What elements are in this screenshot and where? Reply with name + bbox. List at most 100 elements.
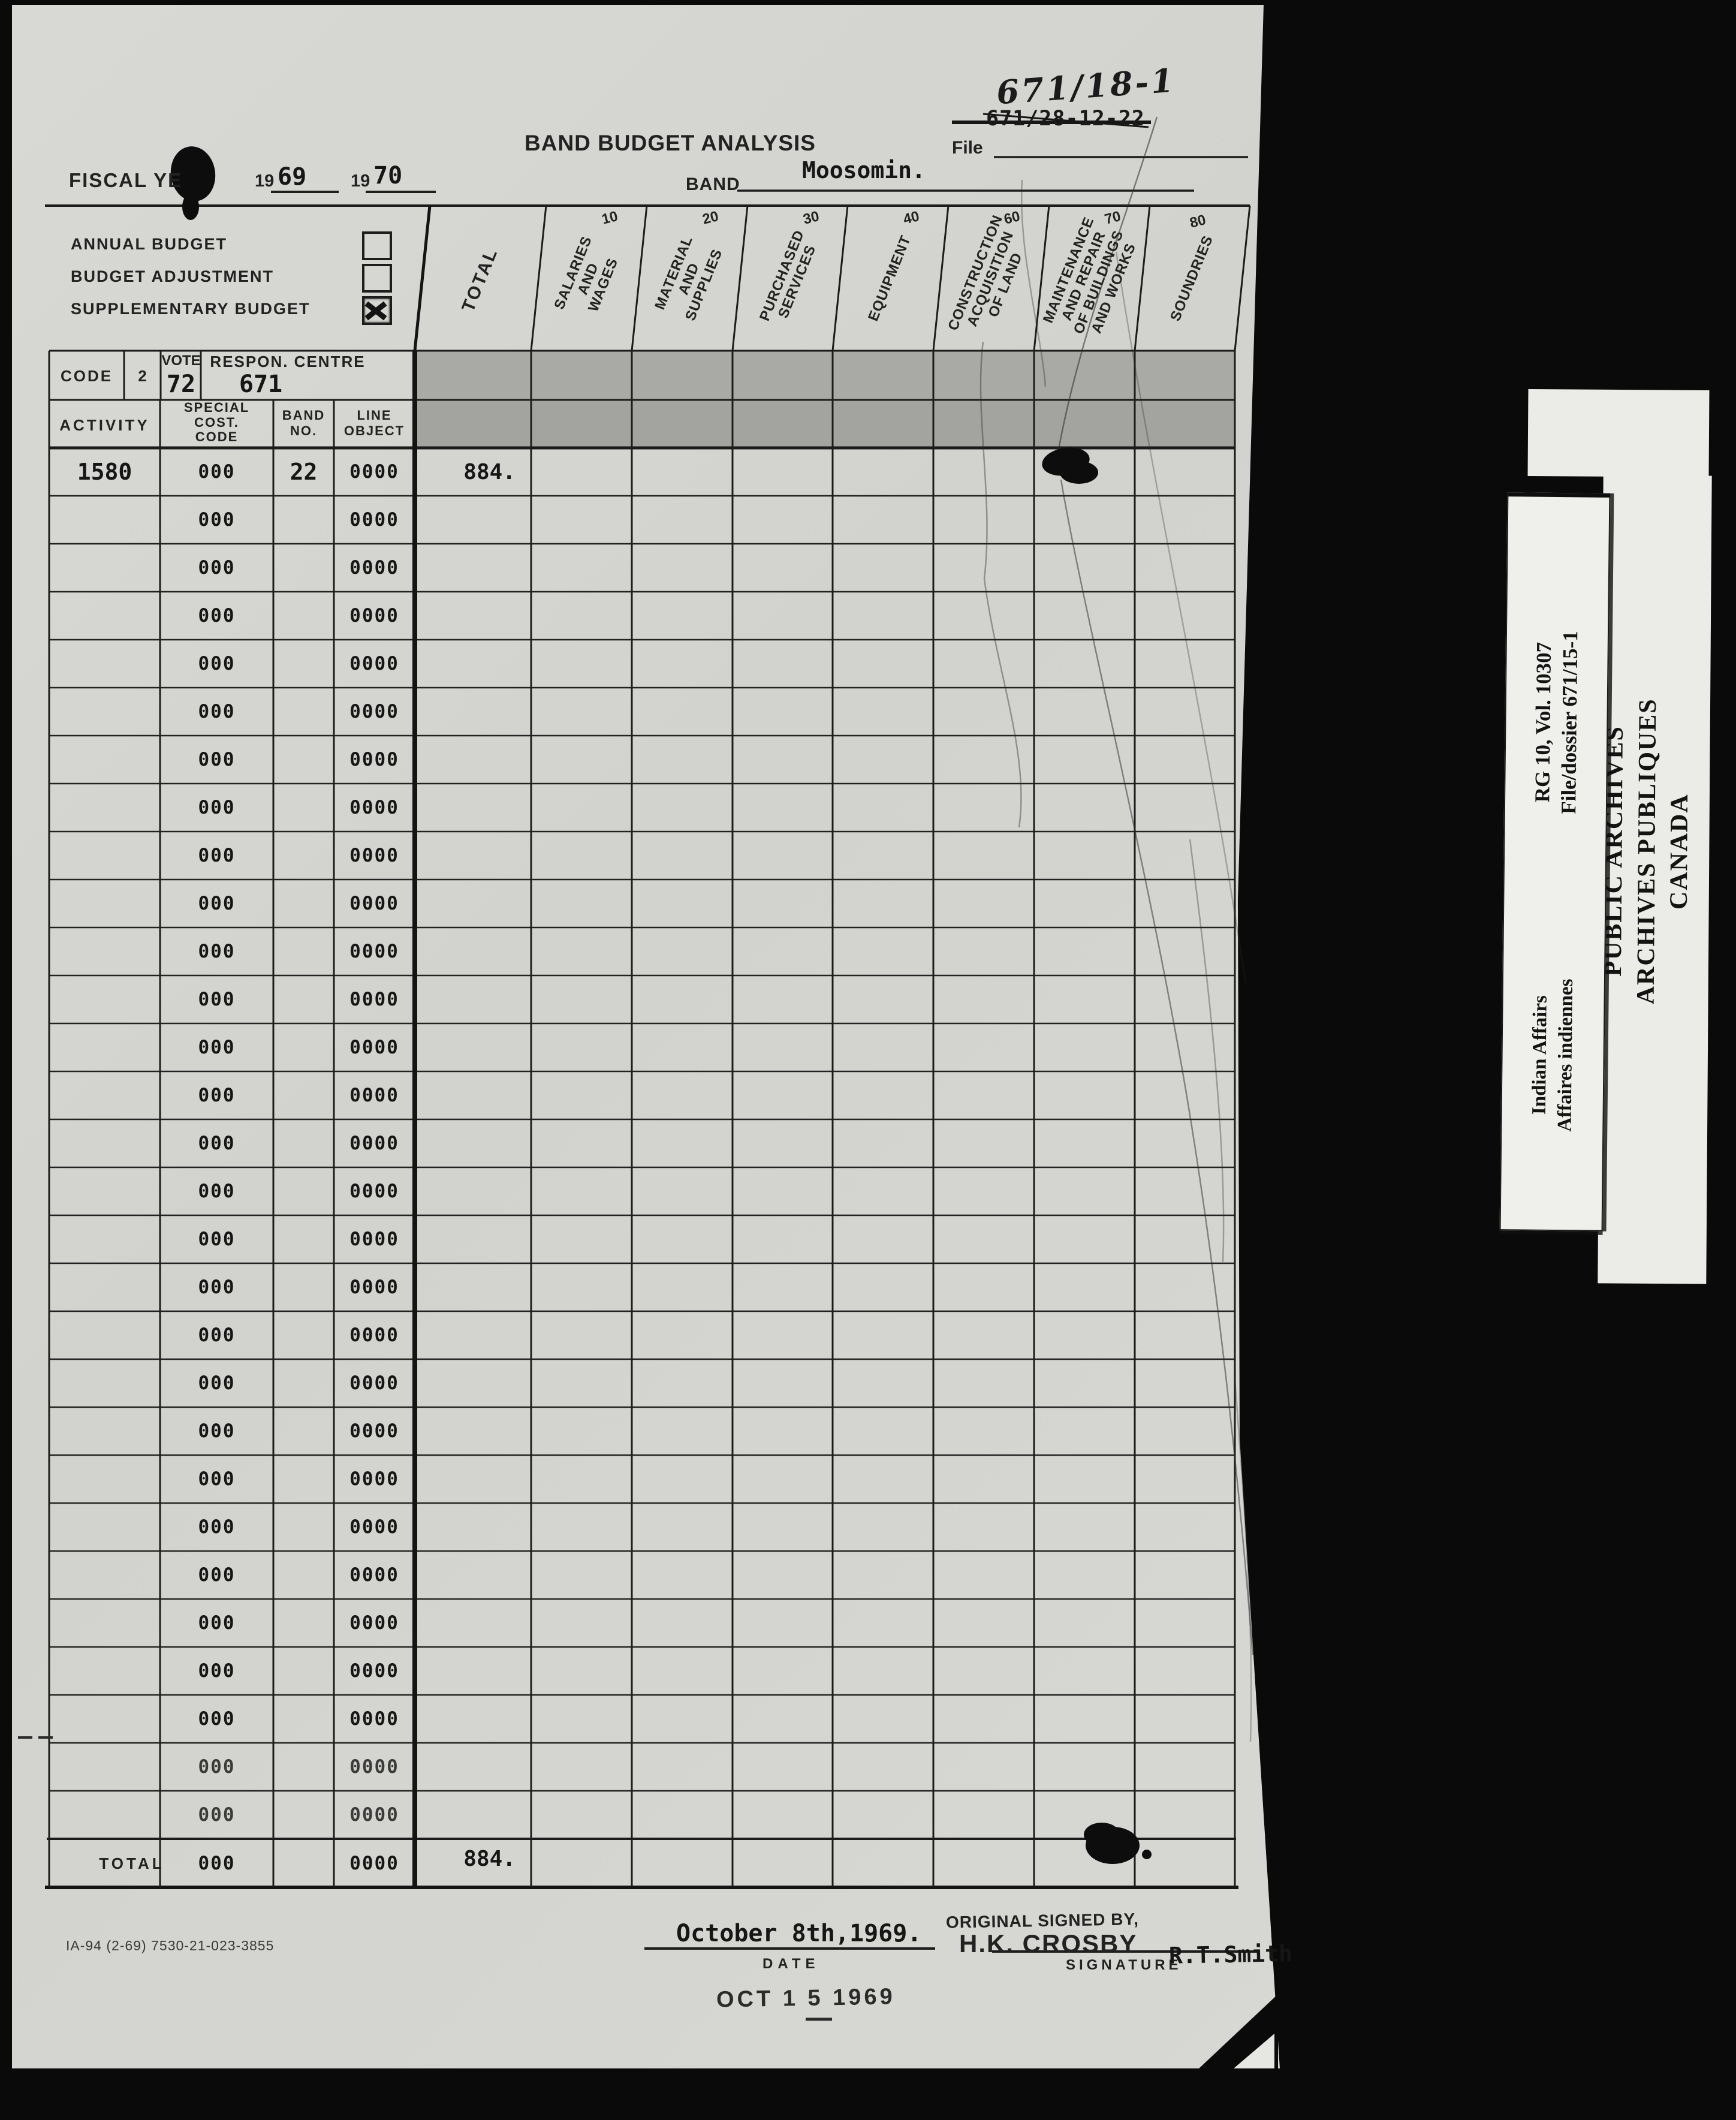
form-number: IA-94 (2-69) 7530-21-023-3855 (66, 1938, 275, 1953)
table-cell-line: 0000 (349, 1133, 399, 1154)
table-cell-special: 000 (198, 941, 236, 962)
table-cell-line: 0000 (349, 1085, 399, 1106)
table-cell-line: 0000 (349, 1324, 399, 1346)
file-number-crossed-out: 671/28-12-22 (986, 107, 1145, 131)
checkbox-label-annual: ANNUAL BUDGET (71, 235, 227, 253)
archive-department-lines: Indian Affairs Affaires indiennes (1528, 978, 1577, 1132)
table-cell-line: 0000 (349, 941, 399, 962)
band-no-header: BAND NO. (282, 408, 326, 439)
table-cell-special: 000 (198, 1708, 236, 1730)
table-cell-total: 884. (463, 459, 516, 484)
vote-label: VOTE (161, 353, 201, 369)
table-cell-special: 000 (198, 653, 236, 674)
table-cell-line: 0000 (349, 1372, 399, 1394)
table-cell-special: 000 (198, 797, 236, 818)
table-cell-line: 0000 (349, 1037, 399, 1058)
supplementary-budget-checkbox[interactable] (362, 296, 392, 325)
table-cell-line: 0000 (349, 989, 399, 1010)
table-cell-special: 000 (198, 989, 236, 1010)
table-cell-special: 000 (198, 461, 236, 483)
table-cell-line: 0000 (349, 701, 399, 722)
vote-value: 72 (166, 371, 196, 398)
table-cell-special: 000 (198, 701, 236, 722)
year2-prefix: 19 (351, 171, 370, 191)
table-cell-special: 000 (198, 1085, 236, 1106)
archive-org-name: PUBLIC ARCHIVES ARCHIVES PUBLIQUES CANAD… (1599, 698, 1694, 1005)
archive-backing-card-top (1527, 389, 1710, 478)
table-cell-line: 0000 (349, 1660, 399, 1682)
table-cell-line: 0000 (349, 1708, 399, 1730)
table-cell-line: 0000 (349, 797, 399, 818)
line-object-header: LINE OBJECT (343, 408, 405, 439)
table-cell-special: 000 (198, 1133, 236, 1154)
activity-header: ACTIVITY (59, 416, 150, 434)
table-cell-line: 0000 (349, 845, 399, 866)
respon-centre-label: RESPON. CENTRE (210, 353, 366, 371)
table-cell-line: 0000 (349, 461, 399, 483)
year1-typed: 69 (278, 163, 307, 191)
table-cell-line: 0000 (349, 1516, 399, 1538)
table-cell-line: 0000 (349, 1468, 399, 1490)
date-value: October 8th,1969. (676, 1920, 922, 1947)
table-cell-special: 000 (198, 1564, 236, 1586)
table-cell-special: 000 (198, 1324, 236, 1346)
table-cell-special: 000 (198, 1372, 236, 1394)
table-cell-special: 000 (198, 1468, 236, 1490)
signature-label: SIGNATURE (1066, 1957, 1182, 1973)
table-cell-special: 000 (198, 1516, 236, 1538)
table-cell-line: 0000 (349, 1804, 399, 1826)
table-cell-special: 000 (198, 1612, 236, 1634)
table-cell-line: 0000 (349, 557, 399, 579)
table-cell-special: 000 (198, 1756, 236, 1778)
signature-name: H.K. CROSBY (959, 1929, 1138, 1958)
respon-centre-value: 671 (239, 371, 283, 398)
checkbox-label-supplementary: SUPPLEMENTARY BUDGET (71, 300, 311, 318)
date-label: DATE (762, 1956, 820, 1972)
table-cell-line: 0000 (349, 1756, 399, 1778)
checkbox-x-icon (365, 299, 389, 322)
band-value: Moosomin. (802, 157, 926, 183)
table-cell-line: 0000 (349, 605, 399, 627)
total-row-label: TOTAL (99, 1854, 165, 1872)
total-row-line: 0000 (349, 1853, 399, 1874)
table-cell-line: 0000 (349, 653, 399, 674)
table-cell-special: 000 (198, 509, 236, 531)
table-cell-special: 000 (198, 557, 236, 579)
table-cell-line: 0000 (349, 1181, 399, 1202)
table-cell-band: 22 (290, 459, 318, 485)
fiscal-year-label: FISCAL YE (69, 169, 183, 191)
code-value: 2 (138, 367, 147, 385)
table-cell-special: 000 (198, 893, 236, 914)
archive-backing-card: PUBLIC ARCHIVES ARCHIVES PUBLIQUES CANAD… (1598, 475, 1712, 1284)
file-label: File (952, 138, 983, 158)
table-cell-line: 0000 (349, 749, 399, 770)
total-row-amount: 884. (463, 1846, 516, 1871)
table-cell-line: 0000 (349, 509, 399, 531)
table-cell-line: 0000 (349, 1612, 399, 1634)
checkbox-label-adjustment: BUDGET ADJUSTMENT (71, 267, 275, 285)
table-cell-special: 000 (198, 1037, 236, 1058)
table-cell-special: 000 (198, 1276, 236, 1298)
table-cell-activity: 1580 (77, 459, 132, 485)
band-label: BAND (686, 174, 740, 194)
year2-typed: 70 (373, 162, 403, 189)
table-cell-special: 000 (198, 605, 236, 627)
table-cell-special: 000 (198, 1181, 236, 1202)
total-row-special: 000 (198, 1853, 236, 1874)
received-date-stamp: OCT 1 5 1969 (716, 1984, 896, 2013)
table-cell-line: 0000 (349, 1228, 399, 1250)
annual-budget-checkbox[interactable] (362, 231, 392, 260)
table-cell-line: 0000 (349, 893, 399, 914)
table-cell-line: 0000 (349, 1420, 399, 1442)
budget-adjustment-checkbox[interactable] (362, 264, 392, 293)
code-label: CODE (60, 367, 113, 385)
table-cell-special: 000 (198, 845, 236, 866)
archive-reference-card: RG 10, Vol. 10307 File/dossier 671/15-1 … (1499, 492, 1611, 1231)
table-cell-line: 0000 (349, 1564, 399, 1586)
table-cell-special: 000 (198, 1804, 236, 1826)
table-cell-special: 000 (198, 1420, 236, 1442)
special-cost-code-header: SPECIAL COST. CODE (183, 400, 250, 445)
signature-typed: R.T.Smith (1168, 1940, 1293, 1969)
archive-reference-lines: RG 10, Vol. 10307 File/dossier 671/15-1 (1530, 630, 1583, 814)
